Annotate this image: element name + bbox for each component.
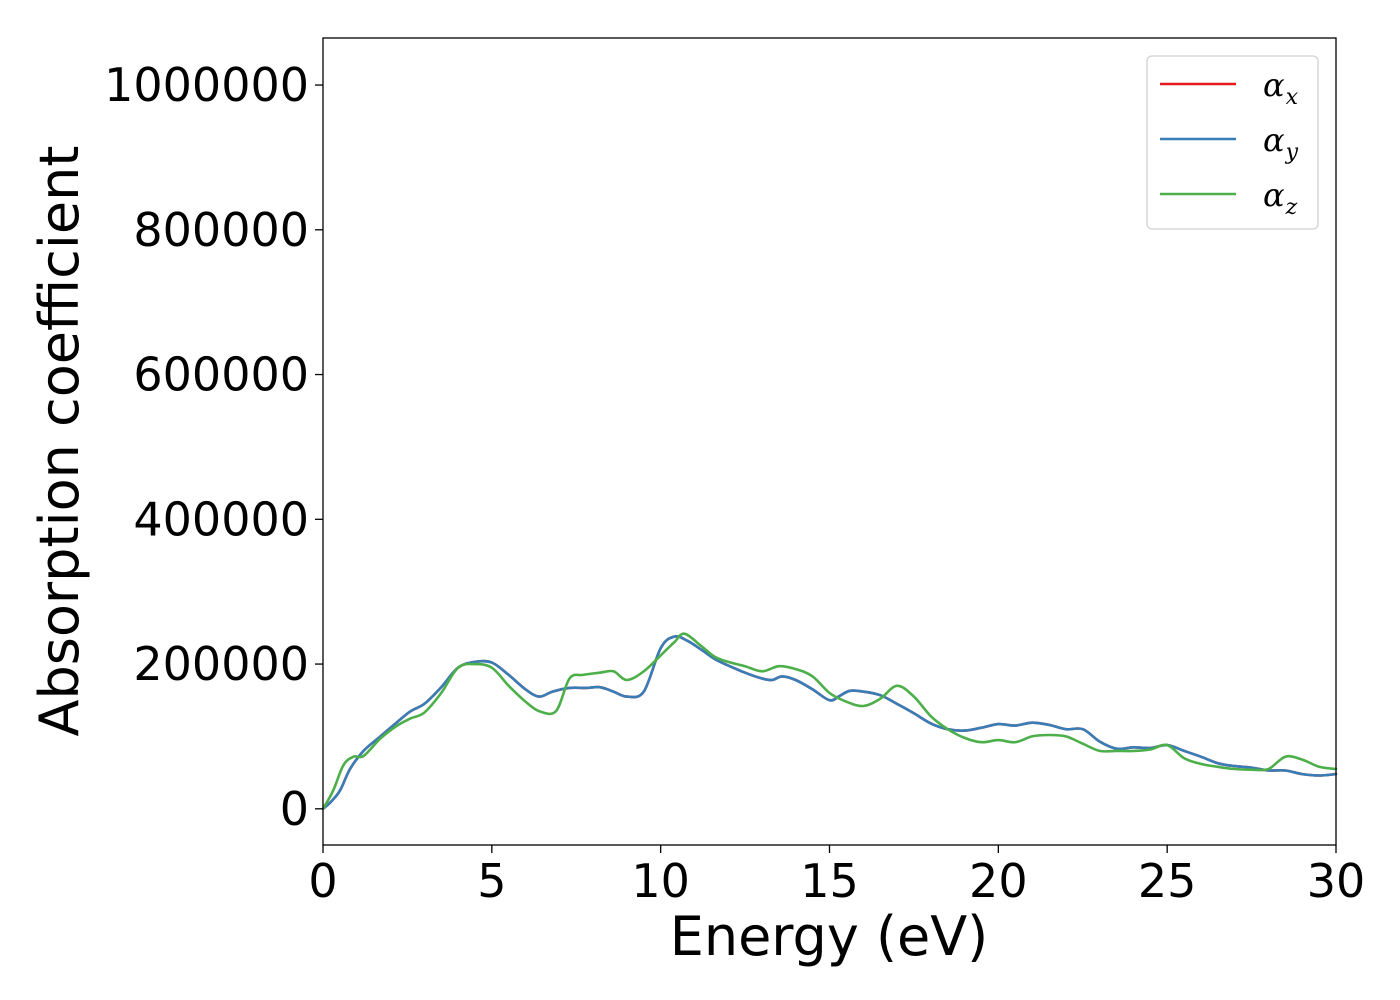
- series-line-z: [321, 632, 1338, 811]
- x-tick-label: 0: [308, 854, 337, 908]
- y-tick-label: 0: [280, 782, 309, 836]
- x-axis: 0 5 10 15 20 25 30: [308, 845, 1365, 908]
- x-tick-label: 5: [477, 854, 506, 908]
- y-axis-label: Absorption coefficient: [28, 146, 91, 737]
- y-tick-label: 600000: [133, 348, 309, 402]
- x-tick-label: 15: [800, 854, 859, 908]
- x-axis-label: Energy (eV): [670, 905, 989, 968]
- x-tick-label: 10: [631, 854, 690, 908]
- y-tick-label: 400000: [133, 492, 309, 546]
- x-tick-label: 20: [969, 854, 1028, 908]
- x-tick-label: 30: [1307, 854, 1366, 908]
- series-layer: [321, 632, 1338, 811]
- legend-box: [1146, 55, 1319, 230]
- y-tick-label: 1000000: [104, 58, 309, 112]
- y-axis: 0 200000 400000 600000 800000 1000000: [104, 58, 323, 836]
- series-line-y: [321, 635, 1338, 811]
- x-tick-label: 25: [1138, 854, 1197, 908]
- y-tick-label: 200000: [133, 637, 309, 691]
- y-tick-label: 800000: [133, 203, 309, 257]
